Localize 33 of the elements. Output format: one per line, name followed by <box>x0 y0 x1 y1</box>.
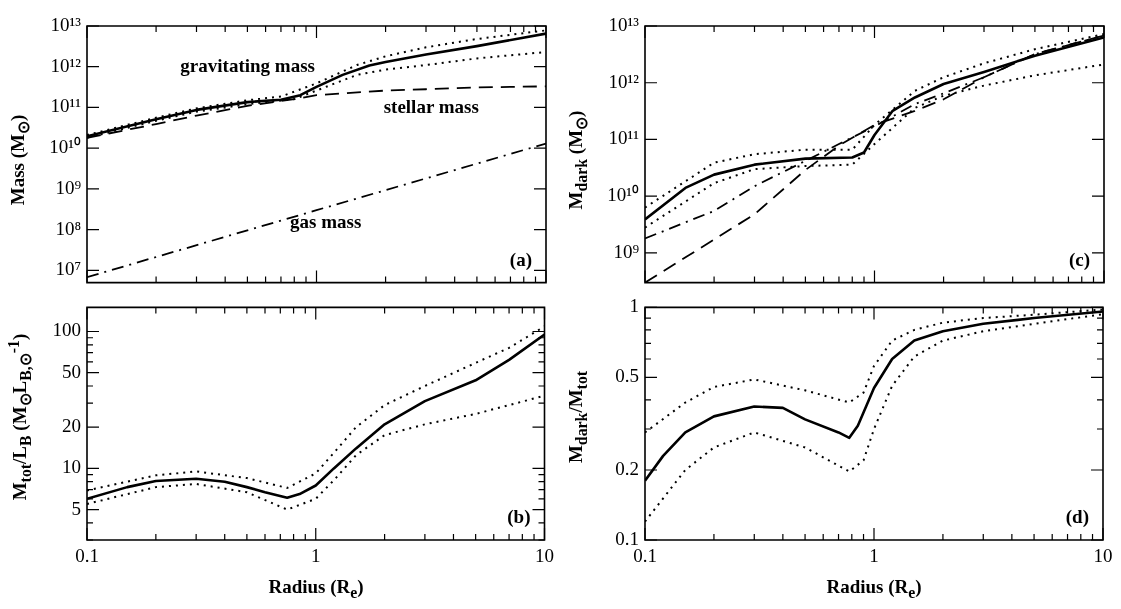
y-tick-label: 5 <box>71 497 81 519</box>
annotation: (a) <box>509 248 532 271</box>
annotation: (b) <box>507 505 531 528</box>
y-tick-label: 10¹¹ <box>50 95 82 117</box>
annotation: gas mass <box>290 211 362 233</box>
y-tick-label: 0.2 <box>615 457 639 479</box>
annotation: gravitating mass <box>180 54 315 76</box>
y-tick-label: 10¹³ <box>50 13 82 35</box>
y-tick-label: 1 <box>629 295 639 317</box>
annotation: (c) <box>1068 248 1090 271</box>
x-tick-label: 1 <box>311 545 321 567</box>
y-tick-label: 20 <box>62 415 81 437</box>
y-tick-label: 10⁷ <box>55 258 81 280</box>
annotation: stellar mass <box>383 96 479 118</box>
y-tick-label: 10 <box>62 456 81 478</box>
annotation: (d) <box>1065 505 1089 528</box>
x-tick-label: 1 <box>869 545 879 567</box>
x-tick-label: 10 <box>535 545 554 567</box>
y-tick-label: 10¹³ <box>608 13 640 35</box>
x-axis-title: Radius (R$_{e}$) <box>268 576 364 602</box>
y-tick-label: 0.5 <box>615 365 639 387</box>
y-tick-label: 10¹¹ <box>608 127 640 149</box>
y-tick-label: 10¹⁰ <box>49 136 81 158</box>
y-tick-label: 10⁹ <box>55 176 82 198</box>
x-tick-label: 10 <box>1093 545 1113 567</box>
y-tick-label: 10¹⁰ <box>607 184 639 206</box>
y-tick-label: 10⁹ <box>613 240 640 262</box>
y-tick-label: 10¹² <box>50 54 82 76</box>
y-tick-label: 10⁸ <box>55 217 81 239</box>
x-axis-title: Radius (R$_{e}$) <box>826 576 922 602</box>
y-tick-label: 10¹² <box>608 70 640 92</box>
y-tick-label: 100 <box>52 319 81 341</box>
y-tick-label: 50 <box>62 360 81 382</box>
